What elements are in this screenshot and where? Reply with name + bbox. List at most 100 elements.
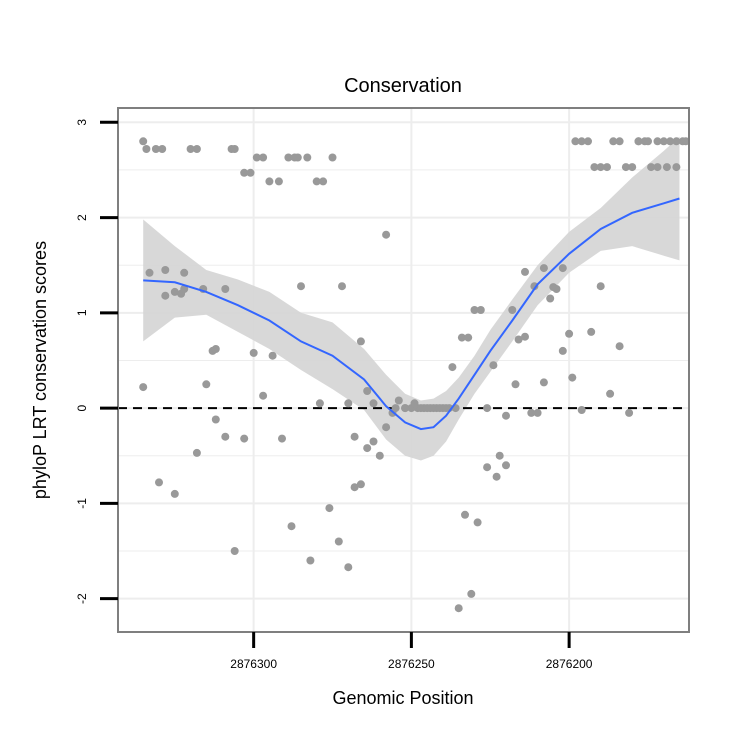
data-point (240, 434, 249, 443)
y-tick-label: 3 (75, 119, 89, 126)
data-point (401, 404, 410, 413)
data-point (587, 327, 596, 336)
confidence-band (143, 136, 680, 461)
data-point (492, 472, 501, 481)
data-point (202, 380, 211, 389)
data-point (139, 137, 148, 146)
data-point (571, 137, 580, 146)
x-tick-label: 2876300 (230, 657, 277, 671)
data-point (653, 163, 662, 172)
data-point (394, 396, 403, 405)
data-point (511, 380, 520, 389)
data-point (363, 444, 372, 453)
data-point (502, 411, 510, 420)
data-point (606, 389, 615, 398)
data-point (161, 291, 170, 300)
data-point (192, 448, 201, 457)
data-point (350, 483, 359, 492)
data-point (577, 137, 586, 146)
data-point (151, 145, 160, 153)
data-point (470, 306, 479, 314)
panel-border (117, 107, 690, 633)
data-point (363, 387, 372, 395)
data-point (634, 137, 643, 146)
data-point (259, 153, 268, 162)
data-point (429, 404, 438, 413)
data-point (180, 285, 189, 293)
data-point (435, 404, 444, 413)
data-point (369, 399, 378, 408)
data-point (653, 137, 662, 146)
data-point (334, 537, 343, 546)
data-point (530, 282, 539, 291)
data-point (170, 287, 179, 296)
data-point (568, 373, 577, 382)
points-layer (139, 137, 690, 613)
x-tick-label: 2876200 (546, 657, 593, 671)
data-point (287, 522, 296, 531)
data-point (350, 432, 359, 441)
data-point (186, 145, 195, 153)
data-point (603, 163, 611, 172)
data-point (221, 432, 230, 441)
data-point (158, 145, 167, 153)
data-point (382, 423, 391, 432)
data-point (315, 399, 324, 408)
data-point (558, 346, 567, 355)
data-point (549, 283, 558, 292)
data-point (249, 348, 258, 357)
chart-title: Conservation (344, 75, 462, 97)
data-point (565, 329, 574, 338)
data-point (170, 489, 179, 498)
data-point (265, 177, 274, 186)
data-point (246, 168, 255, 177)
data-point (615, 342, 624, 351)
data-point (252, 153, 261, 162)
data-point (476, 306, 485, 314)
data-point (211, 345, 220, 353)
y-axis-title: phyloP LRT conservation scores (30, 241, 50, 499)
data-point (596, 282, 605, 291)
data-point (495, 451, 504, 460)
x-axis: 2876300 2876250 2876200 (230, 632, 593, 671)
data-point (521, 267, 529, 276)
data-point (274, 177, 283, 186)
data-point (284, 153, 293, 162)
data-point (338, 282, 346, 291)
data-point (672, 163, 681, 172)
data-point (391, 404, 400, 413)
data-point (328, 153, 337, 162)
data-point (221, 285, 230, 293)
confidence-band-layer (143, 136, 680, 461)
data-point (508, 306, 517, 314)
y-tick-label: 2 (75, 214, 89, 221)
data-point (464, 333, 473, 342)
x-tick-label: 2876250 (388, 657, 435, 671)
data-point (644, 137, 652, 146)
data-point (584, 137, 592, 146)
data-point (211, 415, 220, 424)
data-point (230, 145, 239, 153)
data-point (539, 264, 548, 273)
data-point (142, 145, 151, 153)
data-point (483, 404, 492, 413)
data-point (533, 408, 542, 417)
data-point (483, 463, 492, 472)
data-point (423, 404, 432, 413)
data-point (240, 168, 249, 177)
data-point (662, 163, 671, 172)
data-point (672, 137, 681, 146)
data-point (628, 163, 637, 172)
data-point (259, 391, 268, 400)
data-point (647, 163, 656, 172)
data-point (306, 556, 315, 565)
data-point (303, 153, 312, 162)
data-point (615, 137, 624, 146)
data-point (546, 294, 555, 303)
data-point (297, 282, 305, 291)
data-point (319, 177, 328, 186)
data-point (416, 404, 425, 413)
y-axis: 3 2 1 0 -1 -2 (75, 119, 118, 604)
y-tick-label: -2 (75, 593, 89, 604)
